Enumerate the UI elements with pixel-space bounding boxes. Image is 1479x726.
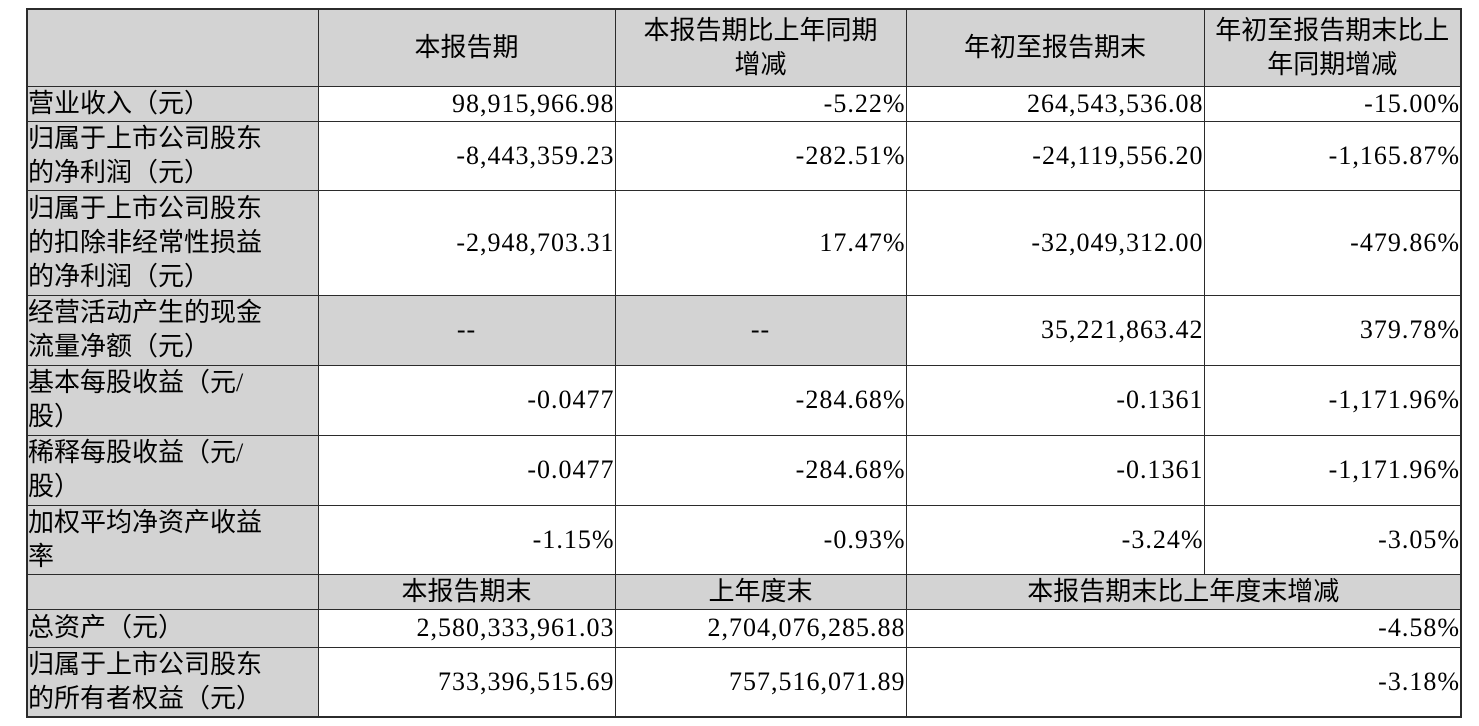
financial-summary-table: 本报告期 本报告期比上年同期 增减 年初至报告期末 年初至报告期末比上 年同期增… — [26, 8, 1462, 718]
header-current-period: 本报告期 — [317, 8, 616, 87]
header-period-end-vs-prior-year-end: 本报告期末比上年度末增减 — [905, 573, 1462, 610]
header-ytd-vs-prior-yoy: 年初至报告期末比上 年同期增减 — [1203, 8, 1462, 87]
cell-ytd-vs-prior: -479.86% — [1203, 189, 1462, 296]
row-basic-eps: 基本每股收益（元/ 股） -0.0477 -284.68% -0.1361 -1… — [26, 364, 1462, 436]
cell-ytd: 35,221,863.42 — [905, 294, 1205, 366]
cell-current-vs-prior: -0.93% — [614, 504, 907, 575]
cell-current-period: -8,443,359.23 — [317, 120, 616, 191]
row-weighted-avg-roe: 加权平均净资产收益 率 -1.15% -0.93% -3.24% -3.05% — [26, 504, 1462, 575]
row-total-assets: 总资产（元） 2,580,333,961.03 2,704,076,285.88… — [26, 608, 1462, 648]
row-operating-cash-flow: 经营活动产生的现金 流量净额（元） -- -- 35,221,863.42 37… — [26, 294, 1462, 366]
cell-ytd: -24,119,556.20 — [905, 120, 1205, 191]
cell-ytd-vs-prior: -1,171.96% — [1203, 434, 1462, 506]
header-end-of-period: 本报告期末 — [317, 573, 616, 610]
row-label: 归属于上市公司股东 的扣除非经常性损益 的净利润（元） — [26, 189, 319, 296]
row-net-profit-excl-nonrecurring: 归属于上市公司股东 的扣除非经常性损益 的净利润（元） -2,948,703.3… — [26, 189, 1462, 296]
row-label: 归属于上市公司股东 的所有者权益（元） — [26, 646, 319, 718]
cell-ytd-vs-prior: -3.05% — [1203, 504, 1462, 575]
row-label: 加权平均净资产收益 率 — [26, 504, 319, 575]
cell-current-vs-prior-na: -- — [614, 294, 907, 366]
cell-ytd-vs-prior: -15.00% — [1203, 85, 1462, 122]
cell-end-of-period: 733,396,515.69 — [317, 646, 616, 718]
row-net-profit-attributable: 归属于上市公司股东 的净利润（元） -8,443,359.23 -282.51%… — [26, 120, 1462, 191]
cell-ytd: -32,049,312.00 — [905, 189, 1205, 296]
row-diluted-eps: 稀释每股收益（元/ 股） -0.0477 -284.68% -0.1361 -1… — [26, 434, 1462, 506]
header-blank — [26, 8, 319, 87]
cell-ytd: -0.1361 — [905, 434, 1205, 506]
cell-ytd: -3.24% — [905, 504, 1205, 575]
cell-current-vs-prior: -284.68% — [614, 434, 907, 506]
header-end-of-prior-year: 上年度末 — [614, 573, 907, 610]
cell-end-of-period: 2,580,333,961.03 — [317, 608, 616, 648]
cell-current-period: -2,948,703.31 — [317, 189, 616, 296]
row-label: 归属于上市公司股东 的净利润（元） — [26, 120, 319, 191]
cell-current-period-na: -- — [317, 294, 616, 366]
header-current-vs-prior-yoy: 本报告期比上年同期 增减 — [614, 8, 907, 87]
cell-end-of-prior-year: 2,704,076,285.88 — [614, 608, 907, 648]
cell-end-of-prior-year: 757,516,071.89 — [614, 646, 907, 718]
cell-ytd-vs-prior: -1,165.87% — [1203, 120, 1462, 191]
row-label: 总资产（元） — [26, 608, 319, 648]
header-row-period-end: 本报告期末 上年度末 本报告期末比上年度末增减 — [26, 573, 1462, 610]
header-blank — [26, 573, 319, 610]
cell-current-period: -0.0477 — [317, 364, 616, 436]
cell-current-period: -0.0477 — [317, 434, 616, 506]
row-label: 经营活动产生的现金 流量净额（元） — [26, 294, 319, 366]
cell-ytd: -0.1361 — [905, 364, 1205, 436]
cell-current-vs-prior: -284.68% — [614, 364, 907, 436]
cell-change-vs-prior-year-end: -4.58% — [905, 608, 1462, 648]
cell-current-period: 98,915,966.98 — [317, 85, 616, 122]
cell-current-vs-prior: 17.47% — [614, 189, 907, 296]
cell-ytd-vs-prior: 379.78% — [1203, 294, 1462, 366]
cell-change-vs-prior-year-end: -3.18% — [905, 646, 1462, 718]
cell-current-vs-prior: -5.22% — [614, 85, 907, 122]
row-label: 基本每股收益（元/ 股） — [26, 364, 319, 436]
header-ytd: 年初至报告期末 — [905, 8, 1205, 87]
row-equity-attributable: 归属于上市公司股东 的所有者权益（元） 733,396,515.69 757,5… — [26, 646, 1462, 718]
header-row-period: 本报告期 本报告期比上年同期 增减 年初至报告期末 年初至报告期末比上 年同期增… — [26, 8, 1462, 87]
cell-ytd: 264,543,536.08 — [905, 85, 1205, 122]
row-label: 稀释每股收益（元/ 股） — [26, 434, 319, 506]
cell-ytd-vs-prior: -1,171.96% — [1203, 364, 1462, 436]
row-operating-revenue: 营业收入（元） 98,915,966.98 -5.22% 264,543,536… — [26, 85, 1462, 122]
row-label: 营业收入（元） — [26, 85, 319, 122]
cell-current-vs-prior: -282.51% — [614, 120, 907, 191]
cell-current-period: -1.15% — [317, 504, 616, 575]
